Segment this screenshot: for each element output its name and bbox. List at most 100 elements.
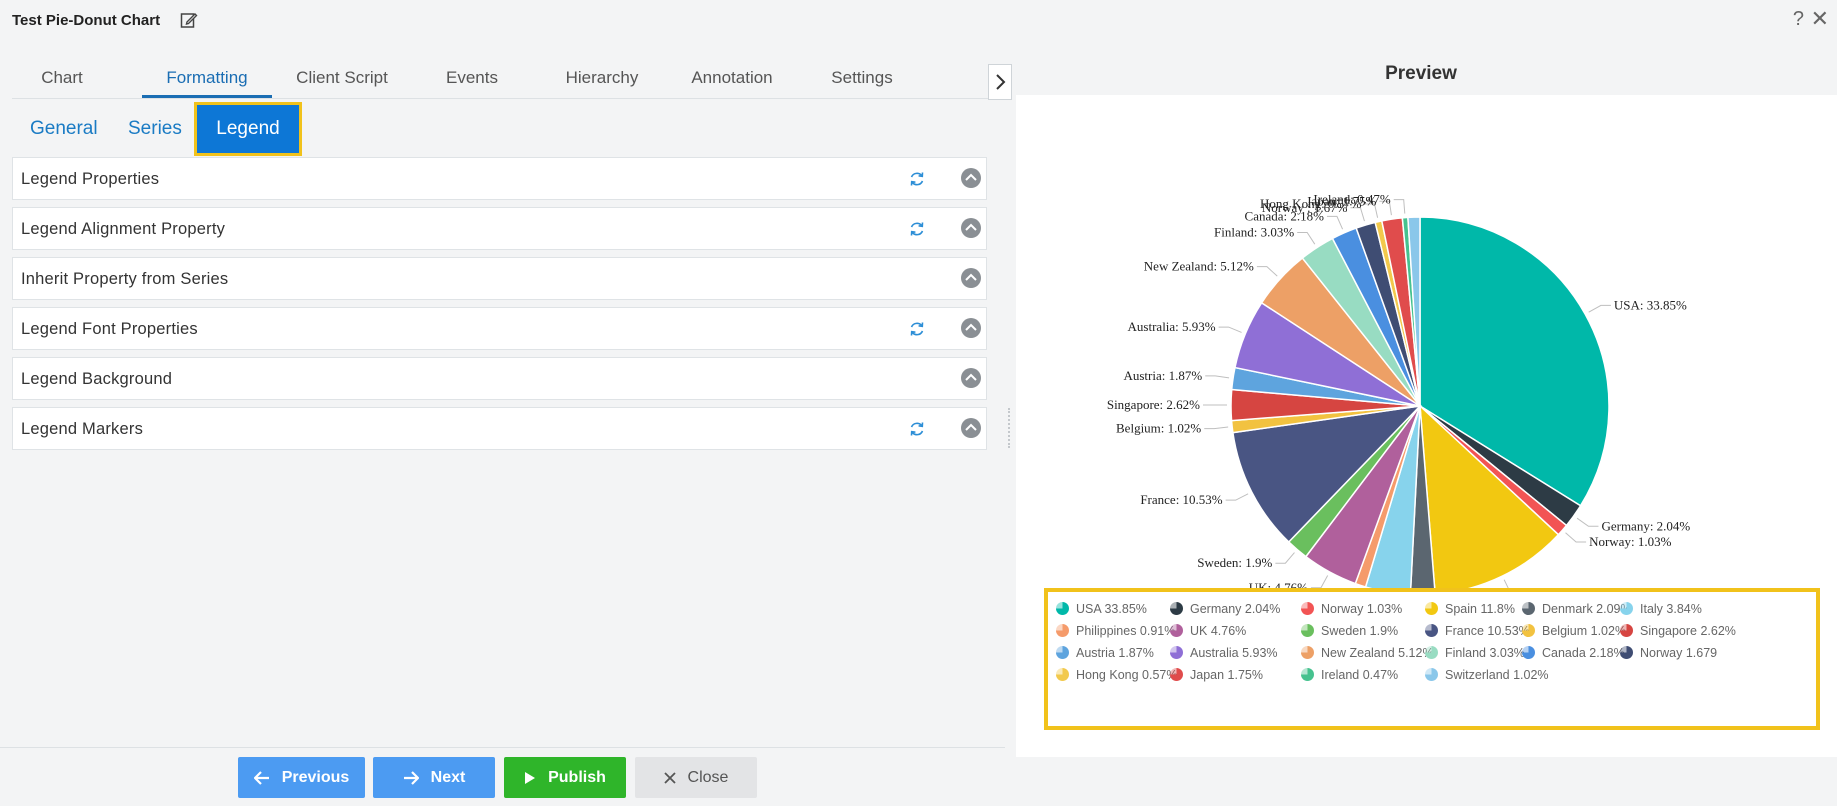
tab-settings[interactable]: Settings	[831, 68, 893, 87]
legend-label: Japan 1.75%	[1190, 668, 1263, 682]
legend-item-germany[interactable]: Germany 2.04%	[1170, 602, 1280, 620]
close-button[interactable]: Close	[635, 757, 757, 798]
legend-marker-icon	[1301, 624, 1314, 637]
tab-chart[interactable]: Chart	[41, 68, 83, 87]
tab-formatting[interactable]: Formatting	[142, 54, 272, 98]
legend-item-switzerland[interactable]: Switzerland 1.02%	[1425, 668, 1549, 686]
legend-label: Belgium 1.02%	[1542, 624, 1627, 638]
legend-item-belgium[interactable]: Belgium 1.02%	[1522, 624, 1626, 642]
connector-line	[1275, 552, 1295, 564]
panel-splitter-handle[interactable]	[1008, 408, 1014, 448]
legend-marker-icon	[1425, 646, 1438, 659]
chevron-up-icon[interactable]	[960, 267, 982, 289]
data-label-norway: Norway : 1.67%	[1262, 200, 1348, 215]
pie-slice-france-9[interactable]	[1232, 404, 1423, 544]
chevron-up-icon[interactable]	[960, 417, 982, 439]
legend-item-philippines[interactable]: Philippines 0.91%	[1056, 624, 1175, 642]
data-label-austria: Austria: 1.87%	[1123, 368, 1202, 383]
publish-button[interactable]: Publish	[504, 757, 626, 798]
refresh-icon[interactable]	[908, 220, 926, 238]
legend-label: Ireland 0.47%	[1321, 668, 1399, 682]
edit-icon[interactable]	[180, 11, 198, 29]
pie-slice-usa-0[interactable]	[1419, 216, 1610, 507]
previous-button[interactable]: Previous	[238, 757, 365, 798]
legend-marker-icon	[1522, 602, 1535, 615]
refresh-icon[interactable]	[908, 420, 926, 438]
connector-line	[1256, 266, 1278, 277]
data-label-france: France: 10.53%	[1140, 492, 1222, 507]
legend-label: USA 33.85%	[1076, 602, 1147, 616]
legend-label: Italy 3.84%	[1640, 602, 1702, 616]
connector-line	[1393, 199, 1406, 214]
legend-label: Australia 5.93%	[1190, 646, 1278, 660]
footer-divider	[0, 747, 1005, 748]
chevron-up-icon[interactable]	[960, 217, 982, 239]
preview-header: Preview	[1016, 55, 1837, 95]
connector-line	[1565, 532, 1587, 543]
refresh-icon[interactable]	[908, 320, 926, 338]
connector-line	[1204, 426, 1229, 430]
data-label-japan: Japan: 1.75%	[1306, 193, 1376, 208]
section-label: Legend Properties	[21, 170, 160, 188]
legend-item-usa[interactable]: USA 33.85%	[1056, 602, 1147, 620]
subtab-legend[interactable]: Legend	[194, 102, 302, 156]
connector-line	[1205, 375, 1230, 379]
chevron-up-icon[interactable]	[960, 367, 982, 389]
subtab-series[interactable]: Series	[128, 118, 182, 139]
legend-item-norway[interactable]: Norway 1.679	[1620, 646, 1717, 664]
legend-item-spain[interactable]: Spain 11.8%	[1425, 602, 1515, 620]
legend-item-hong-kong[interactable]: Hong Kong 0.57%	[1056, 668, 1177, 686]
legend-item-france[interactable]: France 10.53%	[1425, 624, 1530, 642]
legend-marker-icon	[1620, 646, 1633, 659]
section-legend-markers[interactable]: Legend Markers	[12, 407, 987, 450]
legend-item-denmark[interactable]: Denmark 2.09%	[1522, 602, 1632, 620]
chevron-up-icon[interactable]	[960, 317, 982, 339]
legend-marker-icon	[1301, 602, 1314, 615]
legend-marker-icon	[1425, 624, 1438, 637]
next-button[interactable]: Next	[373, 757, 495, 798]
legend-item-sweden[interactable]: Sweden 1.9%	[1301, 624, 1398, 642]
next-label: Next	[430, 768, 466, 786]
close-icon[interactable]: ✕	[1810, 6, 1829, 31]
section-legend-font[interactable]: Legend Font Properties	[12, 307, 987, 350]
data-label-canada: Canada: 2.18%	[1245, 208, 1325, 223]
legend-marker-icon	[1056, 646, 1069, 659]
section-inherit-property[interactable]: Inherit Property from Series	[12, 257, 987, 300]
legend-marker-icon	[1425, 602, 1438, 615]
tab-events[interactable]: Events	[446, 68, 498, 87]
legend-item-singapore[interactable]: Singapore 2.62%	[1620, 624, 1736, 642]
property-sections: Legend Properties Legend Alignment Prope…	[12, 157, 987, 457]
legend-label: France 10.53%	[1445, 624, 1530, 638]
section-legend-alignment[interactable]: Legend Alignment Property	[12, 207, 987, 250]
section-legend-background[interactable]: Legend Background	[12, 357, 987, 400]
tab-scroll-right-button[interactable]	[988, 64, 1012, 100]
tab-hierarchy[interactable]: Hierarchy	[565, 68, 639, 87]
chevron-right-icon	[996, 74, 1006, 90]
legend-label: Norway 1.679	[1640, 646, 1718, 660]
legend-item-ireland[interactable]: Ireland 0.47%	[1301, 668, 1398, 686]
legend-item-new-zealand[interactable]: New Zealand 5.12%	[1301, 646, 1434, 664]
legend-item-japan[interactable]: Japan 1.75%	[1170, 668, 1263, 686]
refresh-icon[interactable]	[908, 170, 926, 188]
legend-label: Switzerland 1.02%	[1445, 668, 1549, 682]
chevron-up-icon[interactable]	[960, 167, 982, 189]
tab-annotation[interactable]: Annotation	[691, 68, 773, 87]
close-label: Close	[687, 768, 729, 786]
legend-marker-icon	[1620, 602, 1633, 615]
subtab-general[interactable]: General	[30, 118, 98, 139]
play-icon	[525, 771, 536, 784]
legend-label: Norway 1.03%	[1321, 602, 1403, 616]
section-legend-properties[interactable]: Legend Properties	[12, 157, 987, 200]
help-icon[interactable]: ?	[1792, 8, 1804, 30]
legend-item-canada[interactable]: Canada 2.18%	[1522, 646, 1625, 664]
legend-item-norway[interactable]: Norway 1.03%	[1301, 602, 1402, 620]
legend-item-italy[interactable]: Italy 3.84%	[1620, 602, 1702, 620]
tab-client-script[interactable]: Client Script	[296, 68, 388, 87]
legend-item-australia[interactable]: Australia 5.93%	[1170, 646, 1278, 664]
legend-item-finland[interactable]: Finland 3.03%	[1425, 646, 1525, 664]
pie-slice-switzerland-21[interactable]	[1407, 216, 1421, 407]
legend-marker-icon	[1425, 668, 1438, 681]
legend-item-uk[interactable]: UK 4.76%	[1170, 624, 1246, 642]
legend-item-austria[interactable]: Austria 1.87%	[1056, 646, 1154, 664]
legend-marker-icon	[1056, 624, 1069, 637]
